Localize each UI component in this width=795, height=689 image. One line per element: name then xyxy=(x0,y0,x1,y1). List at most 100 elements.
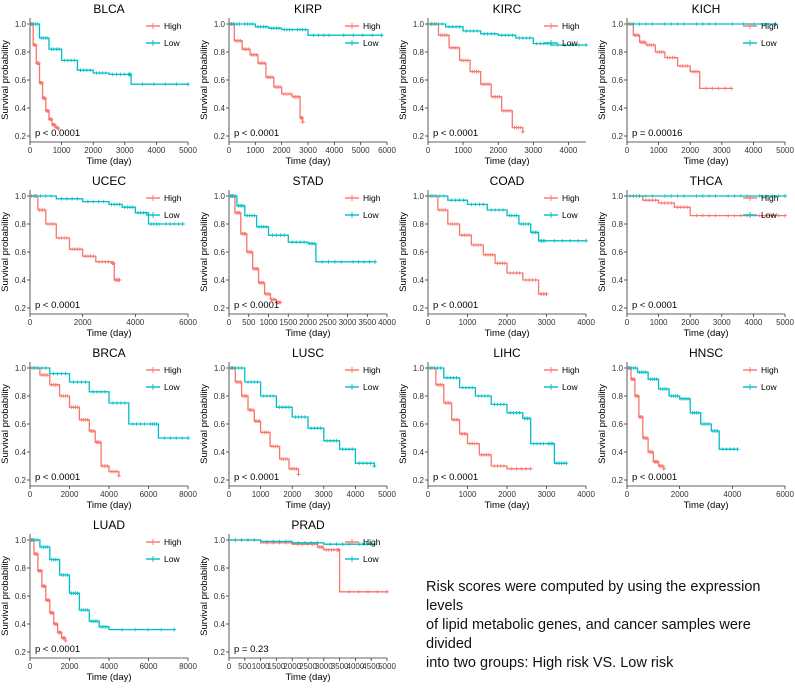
censor-mark xyxy=(362,260,366,264)
y-tick-label: 0.8 xyxy=(214,48,226,57)
p-value: p < 0.0001 xyxy=(433,472,478,483)
legend-marker-high xyxy=(747,367,753,373)
censor-mark xyxy=(701,22,705,26)
censor-mark xyxy=(517,411,522,415)
censor-mark xyxy=(56,127,61,131)
y-tick-label: 0.4 xyxy=(15,104,27,113)
censor-mark xyxy=(514,213,519,218)
x-tick-label: 6000 xyxy=(140,490,158,499)
censor-mark xyxy=(146,627,150,632)
censor-mark xyxy=(682,194,686,198)
y-tick-label: 0.2 xyxy=(413,132,425,141)
censor-mark xyxy=(117,278,122,282)
censor-mark xyxy=(52,222,57,226)
censor-mark xyxy=(432,366,437,370)
censor-mark xyxy=(118,72,123,77)
y-tick-label: 0.2 xyxy=(15,648,27,657)
censor-mark xyxy=(88,68,92,72)
censor-mark xyxy=(541,441,546,446)
legend-label-high: High xyxy=(363,21,381,31)
km-panel-kich: KICH 0.2 0.4 0.6 0.8 1.0 0 1000 2000 3000 4000 5000… xyxy=(597,2,794,167)
censor-mark xyxy=(568,239,572,243)
censor-mark xyxy=(350,447,355,451)
y-tick-label: 1.0 xyxy=(413,192,425,201)
censor-mark xyxy=(438,366,443,370)
censor-mark xyxy=(757,213,762,218)
censor-mark xyxy=(508,271,512,275)
censor-mark xyxy=(732,194,737,198)
panel-title: UCEC xyxy=(92,174,126,188)
y-axis-label: Survival probability xyxy=(199,40,210,120)
x-axis-label: Time (day) xyxy=(484,156,529,167)
censor-mark xyxy=(521,36,525,40)
censor-mark xyxy=(364,542,369,546)
censor-mark xyxy=(685,64,690,68)
censor-mark xyxy=(101,199,106,204)
censor-mark xyxy=(497,208,501,212)
censor-mark xyxy=(278,300,283,305)
p-value: p < 0.0001 xyxy=(35,644,80,655)
x-tick-label: 5000 xyxy=(179,146,197,155)
censor-mark xyxy=(117,202,122,207)
legend-marker-high xyxy=(349,195,355,201)
censor-mark xyxy=(783,194,787,198)
panel-title: COAD xyxy=(490,174,525,188)
censor-mark xyxy=(518,125,523,130)
censor-mark xyxy=(290,27,294,32)
x-tick-label: 4000 xyxy=(577,490,595,499)
censor-mark xyxy=(51,611,55,615)
p-value: p < 0.0001 xyxy=(234,128,279,139)
y-tick-label: 0.8 xyxy=(612,48,624,57)
censor-mark xyxy=(528,466,533,471)
x-tick-label: 8000 xyxy=(179,662,197,671)
censor-mark xyxy=(69,58,73,63)
km-line-low xyxy=(30,539,175,631)
censor-mark xyxy=(237,211,242,215)
censor-mark xyxy=(42,208,47,212)
censor-mark xyxy=(347,590,351,594)
censor-mark xyxy=(511,271,516,275)
legend-marker-high xyxy=(349,23,355,29)
legend-marker-low xyxy=(150,556,156,562)
censor-mark xyxy=(644,198,648,202)
censor-mark xyxy=(246,538,250,542)
x-tick-label: 5000 xyxy=(378,662,396,671)
censor-mark xyxy=(65,236,69,240)
y-axis-label: Survival probability xyxy=(199,212,210,292)
legend-label-high: High xyxy=(164,193,182,203)
censor-mark xyxy=(98,440,102,444)
censor-mark xyxy=(455,46,460,50)
censor-mark xyxy=(438,194,442,198)
legend-marker-high xyxy=(548,23,554,29)
legend-label-low: Low xyxy=(164,382,180,392)
legend-marker-low xyxy=(747,212,753,218)
censor-mark xyxy=(673,55,677,60)
censor-mark xyxy=(543,239,547,243)
censor-mark xyxy=(556,43,560,47)
censor-mark xyxy=(479,243,483,247)
censor-mark xyxy=(105,625,109,629)
censor-mark xyxy=(440,383,445,387)
censor-mark xyxy=(246,47,251,51)
censor-mark xyxy=(663,201,667,205)
km-line-high xyxy=(229,195,281,304)
censor-mark xyxy=(443,208,448,212)
censor-mark xyxy=(63,638,68,643)
censor-mark xyxy=(538,441,542,446)
censor-mark xyxy=(483,394,487,398)
censor-mark xyxy=(62,636,67,640)
x-tick-label: 3000 xyxy=(538,318,556,327)
x-tick-label: 1000 xyxy=(252,490,270,499)
censor-mark xyxy=(103,260,108,264)
censor-mark xyxy=(300,116,305,120)
censor-mark xyxy=(729,86,734,91)
censor-mark xyxy=(303,541,307,545)
censor-mark xyxy=(682,205,686,209)
censor-mark xyxy=(527,416,531,421)
censor-mark xyxy=(713,194,718,198)
y-tick-label: 1.0 xyxy=(15,20,27,29)
censor-mark xyxy=(738,213,743,218)
y-tick-label: 0.4 xyxy=(413,104,425,113)
censor-mark xyxy=(445,376,449,380)
censor-mark xyxy=(490,253,495,257)
